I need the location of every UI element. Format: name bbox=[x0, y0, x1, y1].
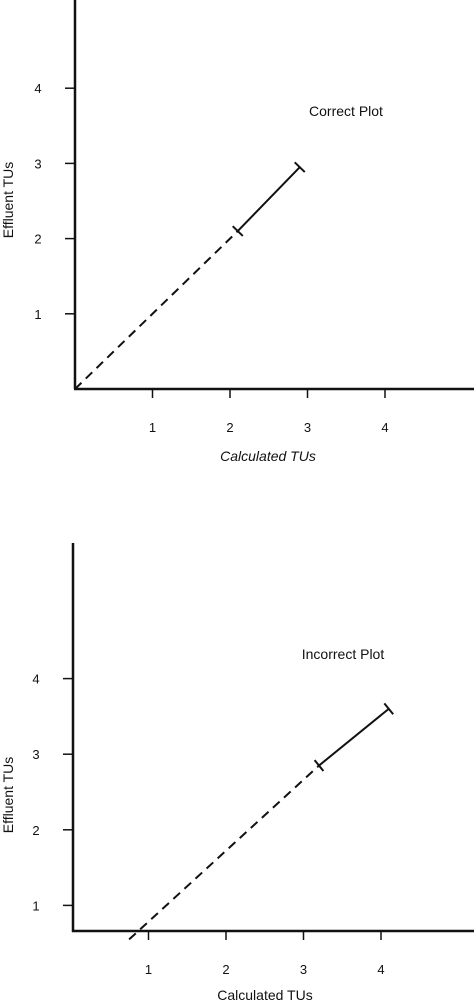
endpoint-mark bbox=[294, 161, 306, 173]
solid-series-line bbox=[318, 708, 390, 767]
y-tick-label: 2 bbox=[32, 823, 39, 838]
y-tick-label: 1 bbox=[34, 307, 41, 322]
tick-group: 1 2 3 4 1 2 3 4 bbox=[32, 672, 384, 977]
x-tick-label: 2 bbox=[222, 962, 229, 977]
endpoint-mark bbox=[313, 759, 325, 772]
y-tick-label: 4 bbox=[32, 672, 39, 687]
endpoint-mark bbox=[383, 702, 394, 715]
tick-group: 1 2 3 4 1 2 3 4 bbox=[34, 81, 388, 435]
y-tick-label: 1 bbox=[32, 898, 39, 913]
x-axis-label: Calculated TUs bbox=[217, 987, 312, 1003]
x-tick-label: 3 bbox=[304, 420, 311, 435]
y-axis-label: Effluent TUs bbox=[0, 162, 16, 239]
x-tick-label: 4 bbox=[381, 420, 388, 435]
x-tick-label: 2 bbox=[226, 420, 233, 435]
chart-title: Incorrect Plot bbox=[302, 646, 385, 662]
correct-plot-panel: 1 2 3 4 1 2 3 4 Correct Plot Calculated TUs Eff… bbox=[0, 0, 474, 464]
x-tick-label: 1 bbox=[149, 420, 156, 435]
x-tick-label: 1 bbox=[145, 962, 152, 977]
y-tick-label: 3 bbox=[32, 747, 39, 762]
x-tick-label: 4 bbox=[377, 962, 384, 977]
dashed-series-line bbox=[128, 764, 320, 941]
solid-series-line bbox=[237, 166, 301, 232]
dashed-series-line bbox=[74, 230, 239, 390]
series-group bbox=[128, 702, 394, 941]
y-tick-label: 4 bbox=[34, 81, 41, 96]
series-group bbox=[74, 161, 306, 390]
endpoint-mark bbox=[232, 225, 244, 237]
y-tick-label: 3 bbox=[34, 156, 41, 171]
incorrect-plot-panel: 1 2 3 4 1 2 3 4 Incorrect Plot Calculated TUs E… bbox=[0, 543, 474, 1003]
y-tick-label: 2 bbox=[34, 232, 41, 247]
y-axis-label: Effluent TUs bbox=[0, 757, 16, 834]
chart-title: Correct Plot bbox=[309, 103, 383, 119]
x-axis-label: Calculated TUs bbox=[220, 448, 316, 464]
x-tick-label: 3 bbox=[300, 962, 307, 977]
